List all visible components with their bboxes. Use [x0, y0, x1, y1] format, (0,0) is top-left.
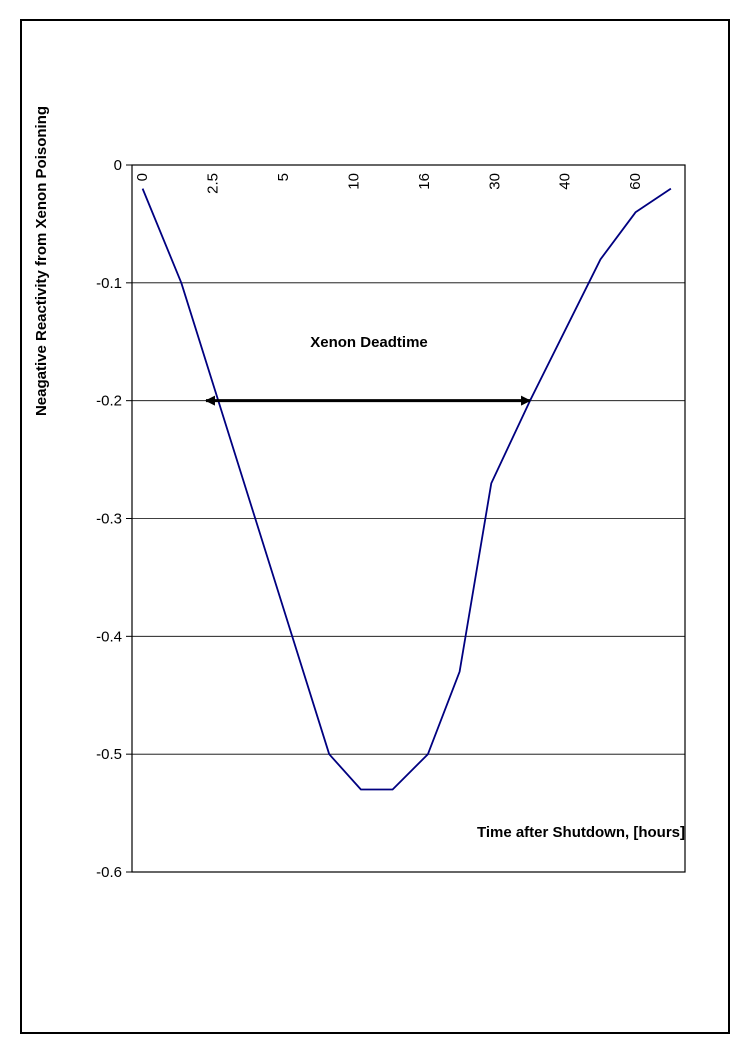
- y-tick-label: -0.3: [96, 511, 122, 528]
- x-axis-title: Time after Shutdown, [hours]: [477, 824, 685, 841]
- x-tick-label: 0: [134, 173, 151, 181]
- x-tick-label: 2.5: [205, 173, 222, 194]
- annotation-layer: Xenon Deadtime: [204, 334, 532, 406]
- y-axis-title: Neagative Reactivity from Xenon Poisonin…: [33, 106, 50, 416]
- x-tick-label: 30: [486, 173, 503, 190]
- chart-frame: 0 -0.1 -0.2 -0.3 -0.4 -0.5 -0.6 0 2.5 5 10 16 30 40 6…: [20, 19, 730, 1034]
- x-axis-tick-labels: 0 2.5 5 10 16 30 40 60: [134, 173, 644, 194]
- y-axis: 0 -0.1 -0.2 -0.3 -0.4 -0.5 -0.6: [96, 157, 132, 881]
- y-tick-label: -0.2: [96, 393, 122, 410]
- x-tick-label: 5: [275, 173, 292, 181]
- xenon-deadtime-label: Xenon Deadtime: [310, 334, 428, 351]
- y-tick-label: -0.4: [96, 628, 122, 645]
- x-tick-label: 40: [557, 173, 574, 190]
- y-tick-label: -0.6: [96, 864, 122, 881]
- y-tick-label: -0.5: [96, 746, 122, 763]
- y-tick-label: 0: [114, 157, 122, 174]
- xenon-reactivity-chart: 0 -0.1 -0.2 -0.3 -0.4 -0.5 -0.6 0 2.5 5 10 16 30 40 6…: [33, 106, 686, 881]
- series-layer: [141, 187, 672, 791]
- x-tick-label: 16: [416, 173, 433, 190]
- x-tick-label: 60: [627, 173, 644, 190]
- series-line: [141, 187, 672, 791]
- y-tick-label: -0.1: [96, 275, 122, 292]
- gridlines: [132, 282, 685, 755]
- x-tick-label: 10: [345, 173, 362, 190]
